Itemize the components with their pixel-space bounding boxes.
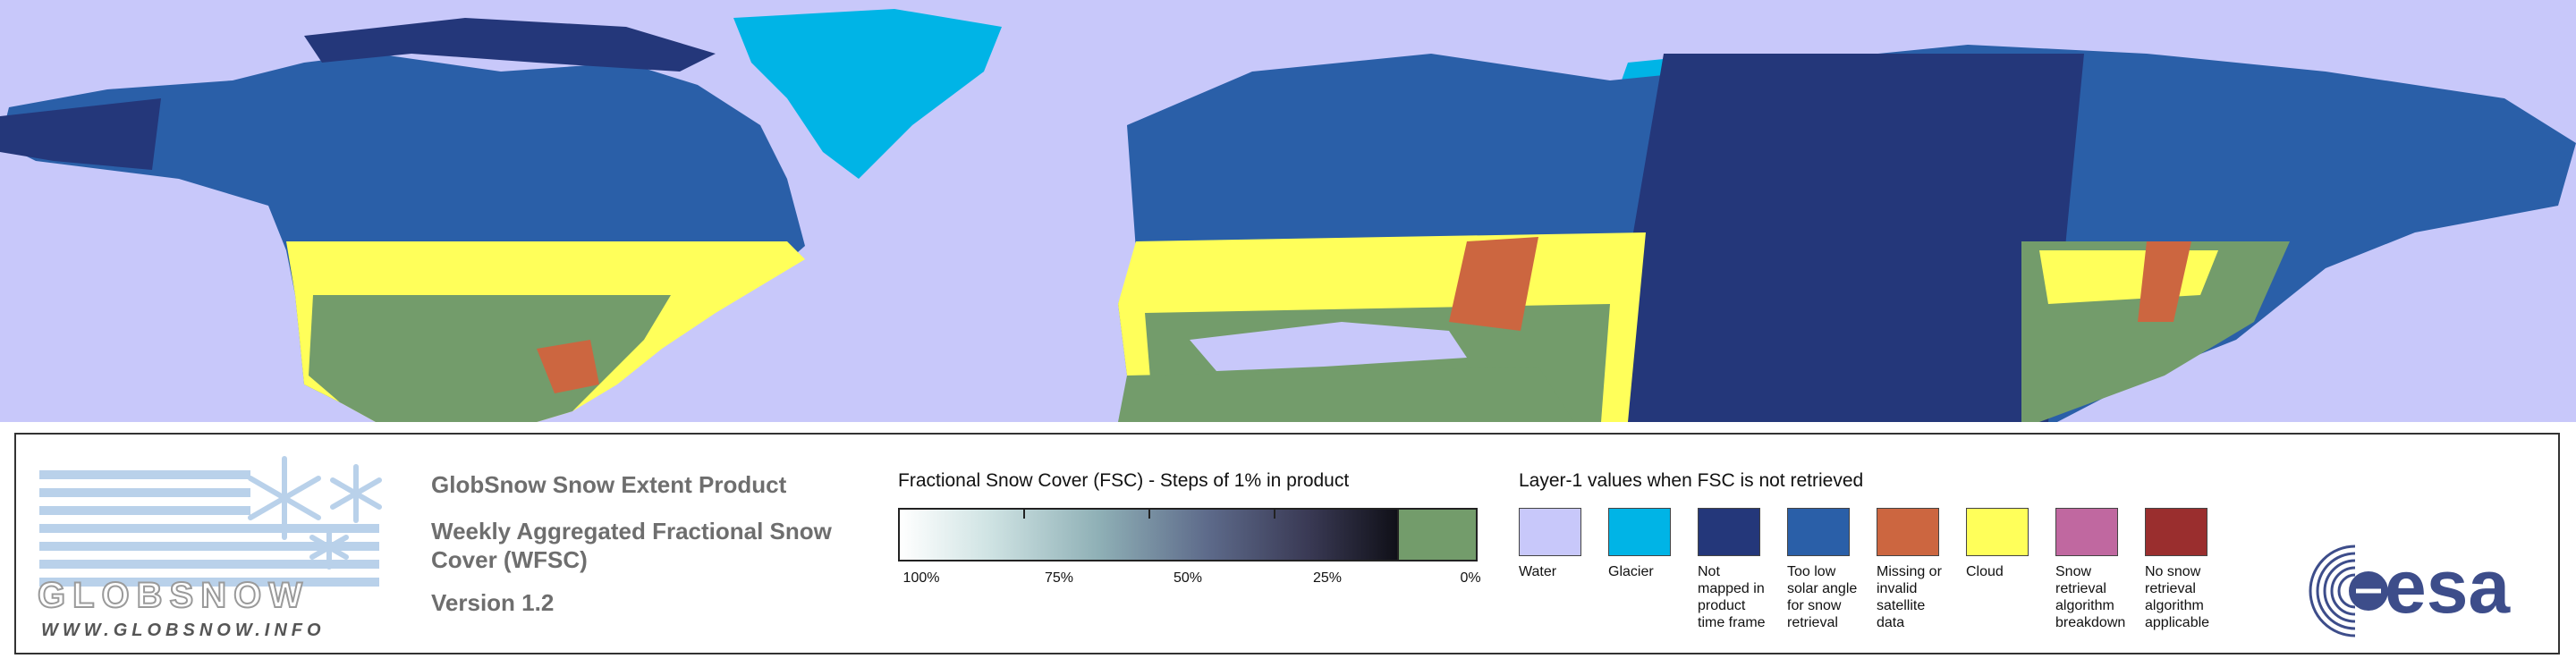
esa-logo: esa (2306, 542, 2556, 640)
layer1-label-line: retrieval (1787, 615, 1838, 630)
fsc-zero-swatch (1399, 508, 1478, 561)
globsnow-brand-text: GLOBSNOW (37, 575, 309, 616)
layer1-label-line: algorithm (2055, 598, 2114, 613)
esa-wordmark: esa (2385, 545, 2511, 629)
snowflake-icon (248, 456, 382, 570)
logo-stripe (39, 470, 250, 479)
layer1-label-line: invalid satellite (1877, 581, 1926, 613)
fsc-label-100: 100% (902, 570, 940, 586)
layer1-label-line: for snow (1787, 598, 1842, 613)
fsc-tick (1148, 508, 1150, 519)
fsc-tick (1274, 508, 1275, 519)
layer1-label-line: algorithm (2145, 598, 2204, 613)
logo-stripe (39, 488, 250, 497)
globsnow-logo: GLOBSNOW WWW.GLOBSNOW.INFO (16, 435, 392, 654)
globsnow-url: WWW.GLOBSNOW.INFO (41, 621, 326, 640)
layer1-swatch-label: Snow retrieval algorithm breakdown (2055, 563, 2138, 631)
layer1-label-line: Not (1698, 564, 1720, 579)
logo-stripe (39, 506, 250, 515)
layer1-label-line: No snow (2145, 564, 2201, 579)
layer1-label-line: product (1698, 598, 1746, 613)
layer1-swatch (1877, 508, 1939, 556)
legend-panel: GLOBSNOW WWW.GLOBSNOW.INFO GlobSnow Snow… (14, 433, 2560, 654)
africa-north (1118, 367, 1574, 422)
alaska-region (0, 98, 161, 170)
layer1-swatch (1787, 508, 1850, 556)
layer1-label-line: mapped in (1698, 581, 1765, 596)
layer1-swatch (1608, 508, 1671, 556)
logo-stripe (39, 542, 379, 551)
map-graphic (0, 9, 2576, 422)
layer1-label-line: Water (1519, 564, 1557, 579)
logo-stripe (39, 560, 379, 569)
layer1-swatch-label: Too low solar angle for snow retrieval (1787, 563, 1869, 631)
asia-missing (2138, 241, 2191, 322)
fsc-tick (1023, 508, 1025, 519)
layer1-swatch-label: Cloud (1966, 563, 2048, 580)
layer1-legend-title: Layer-1 values when FSC is not retrieved (1519, 470, 1864, 491)
fsc-label-50: 50% (1173, 570, 1203, 586)
layer1-label-line: solar angle (1787, 581, 1858, 596)
layer1-label-line: Too low (1787, 564, 1836, 579)
fsc-legend-title: Fractional Snow Cover (FSC) - Steps of 1… (898, 470, 1350, 491)
layer1-swatch (1966, 508, 2029, 556)
layer1-swatch-label: Glacier (1608, 563, 1690, 580)
greenland-glacier (733, 9, 1002, 179)
layer1-label-line: Snow retrieval (2055, 564, 2106, 596)
eurasia-not-mapped-band (1601, 54, 2084, 422)
layer1-label-line: Missing or (1877, 564, 1942, 579)
layer1-swatch-label: No snow retrieval algorithm applicable (2145, 563, 2227, 631)
esa-swirl-icon (2309, 542, 2404, 640)
layer1-label-line: breakdown (2055, 615, 2126, 630)
snow-cover-map (0, 0, 2576, 422)
product-subtitle-line2: Cover (WFSC) (431, 546, 588, 573)
layer1-swatch (2145, 508, 2207, 556)
product-title: GlobSnow Snow Extent Product (431, 471, 787, 498)
logo-stripe (39, 578, 379, 587)
mediterranean-sea (1190, 322, 1467, 371)
layer1-label-line: applicable (2145, 615, 2210, 630)
product-version: Version 1.2 (431, 589, 555, 616)
layer1-swatch-label: Water (1519, 563, 1601, 580)
fsc-label-0: 0% (1460, 570, 1481, 586)
north-america-no-snow (309, 295, 671, 422)
layer1-label-line: retrieval (2145, 581, 2196, 596)
product-subtitle-line1: Weekly Aggregated Fractional Snow (431, 518, 832, 545)
layer1-swatch (1698, 508, 1760, 556)
layer1-swatch-label: Not mapped in product time frame (1698, 563, 1780, 631)
north-america-missing (537, 340, 599, 393)
layer1-label-line: Glacier (1608, 564, 1654, 579)
fsc-label-25: 25% (1312, 570, 1343, 586)
layer1-swatch (2055, 508, 2118, 556)
north-america-arctic-islands (304, 18, 716, 72)
layer1-label-line: Cloud (1966, 564, 2004, 579)
layer1-label-line: data (1877, 615, 1905, 630)
layer1-swatch (1519, 508, 1581, 556)
layer1-swatch-label: Missing or invalid satellite data (1877, 563, 1959, 631)
logo-stripe (39, 524, 379, 533)
fsc-label-75: 75% (1044, 570, 1074, 586)
europe-missing (1449, 237, 1538, 331)
layer1-label-line: time frame (1698, 615, 1766, 630)
